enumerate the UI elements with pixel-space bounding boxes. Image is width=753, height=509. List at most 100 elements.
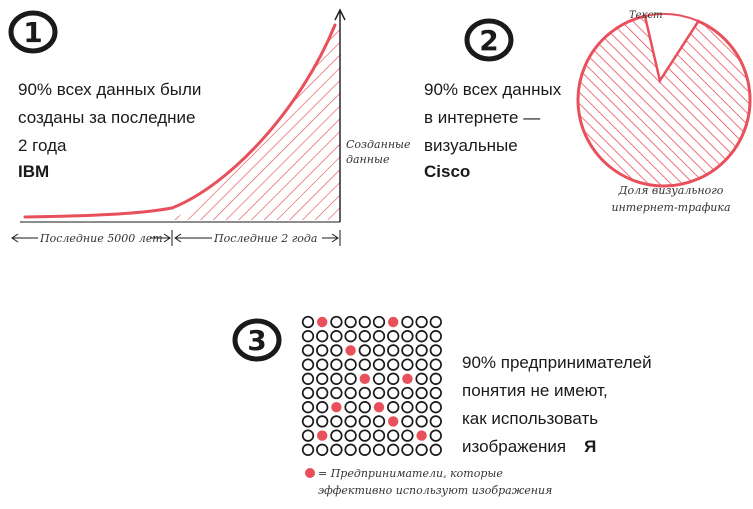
panel3-source: Я xyxy=(584,437,597,456)
dot-empty xyxy=(387,443,400,456)
dot-empty xyxy=(344,330,357,343)
range-bracket-2-years xyxy=(174,230,341,246)
dot-empty xyxy=(401,443,414,456)
dot-empty xyxy=(372,315,386,329)
dot-empty xyxy=(344,429,357,442)
dot-empty xyxy=(330,358,343,371)
dot-empty xyxy=(358,429,371,442)
dot-empty xyxy=(415,315,428,329)
dot-empty xyxy=(387,386,400,400)
dot-empty xyxy=(330,429,343,442)
dot-empty xyxy=(330,443,343,456)
dot-empty xyxy=(415,415,428,428)
dot-empty xyxy=(344,443,357,456)
panel2-stat: 90% всех данных в интернете — визуальные xyxy=(424,76,561,160)
dot-empty xyxy=(387,344,400,357)
dot-empty xyxy=(316,401,329,414)
dot-empty xyxy=(358,344,371,357)
range-bracket-5000-years xyxy=(11,230,173,246)
number-3-badge: 3 xyxy=(232,318,282,362)
dot-highlighted xyxy=(317,316,328,328)
dot-empty xyxy=(415,443,428,456)
panel3-stat-last: изображения xyxy=(462,437,567,456)
dot-empty xyxy=(429,443,442,456)
area-fill-recent xyxy=(172,25,340,220)
number-1-text: 1 xyxy=(23,16,42,49)
dot-empty xyxy=(429,415,442,428)
entrepreneur-dot-grid xyxy=(301,315,442,456)
panel1-stat-line: 2 года xyxy=(18,136,67,155)
dot-empty xyxy=(344,358,357,371)
pie-chart xyxy=(576,13,752,188)
panel2-stat-line: 90% всех данных xyxy=(424,80,562,99)
dot-empty xyxy=(344,386,357,400)
dot-empty xyxy=(301,401,315,414)
panel1-stat: 90% всех данных были созданы за последни… xyxy=(18,76,201,160)
number-2-badge: 2 xyxy=(464,18,514,62)
panel2-stat-line: визуальные xyxy=(424,136,518,155)
dot-empty xyxy=(387,330,400,343)
dot-highlighted xyxy=(359,373,370,384)
dot-empty xyxy=(429,429,442,442)
dot-empty xyxy=(372,330,386,343)
dot-empty xyxy=(372,372,386,385)
dot-empty xyxy=(387,401,400,414)
dot-empty xyxy=(372,429,386,442)
dot-empty xyxy=(372,443,386,456)
dot-empty xyxy=(429,401,442,414)
panel2-source: Cisco xyxy=(424,162,471,181)
panel1-stat-line: созданы за последние xyxy=(18,108,196,127)
dot-empty xyxy=(316,330,329,343)
dot-empty xyxy=(316,358,329,371)
dot-empty xyxy=(387,358,400,371)
dot-empty xyxy=(344,415,357,428)
pie-label-text: Текст xyxy=(629,10,663,21)
dot-highlighted xyxy=(402,373,413,384)
dot-empty xyxy=(301,429,315,442)
dot-empty xyxy=(301,415,315,428)
dot-empty xyxy=(415,358,428,371)
dot-empty xyxy=(429,330,442,343)
number-1-badge: 1 xyxy=(8,10,58,54)
dot-empty xyxy=(415,344,428,357)
dot-empty xyxy=(330,315,343,329)
panel2-stat-line: в интернете — xyxy=(424,108,541,127)
panel3-stat: 90% предпринимателей понятия не имеют, к… xyxy=(462,349,652,461)
dot-empty xyxy=(358,358,371,371)
pie-slice-text xyxy=(644,13,700,83)
panel3-stat-line: изображения Я xyxy=(462,433,652,461)
dot-empty xyxy=(401,386,414,400)
dot-empty xyxy=(358,330,371,343)
dot-highlighted xyxy=(331,402,342,413)
dot-empty xyxy=(372,358,386,371)
dot-highlighted xyxy=(317,430,328,441)
dot-empty xyxy=(358,401,371,414)
dot-empty xyxy=(301,386,315,400)
dot-empty xyxy=(358,443,371,456)
dot-empty xyxy=(429,372,442,385)
panel1-stat-line: 90% всех данных были xyxy=(18,80,202,99)
panel3-stat-line: 90% предпринимателей xyxy=(462,353,652,372)
pie-slice-visual xyxy=(576,14,752,188)
dot-empty xyxy=(358,415,371,428)
dot-highlighted xyxy=(416,430,427,441)
panel3-stat-line: понятия не имеют, xyxy=(462,381,608,400)
dot-empty xyxy=(401,358,414,371)
dot-empty xyxy=(401,344,414,357)
pie-caption: Доля визуального интернет-трафика xyxy=(611,184,731,214)
dot-highlighted xyxy=(373,402,385,413)
dot-empty xyxy=(415,386,428,400)
dot-empty xyxy=(316,372,329,385)
dot-empty xyxy=(344,372,357,385)
dot-empty xyxy=(316,344,329,357)
dot-empty xyxy=(358,315,371,329)
number-2-text: 2 xyxy=(479,24,498,57)
dot-empty xyxy=(372,344,386,357)
x-label-5000-years: Последние 5000 лет xyxy=(40,232,163,245)
grid-legend: = Предприниматели, которые эффективно ис… xyxy=(318,467,553,497)
dot-empty xyxy=(429,358,442,371)
dot-empty xyxy=(330,372,343,385)
panel3-stat-line: как использовать xyxy=(462,409,599,428)
legend-dot xyxy=(305,468,315,478)
dot-empty xyxy=(401,415,414,428)
